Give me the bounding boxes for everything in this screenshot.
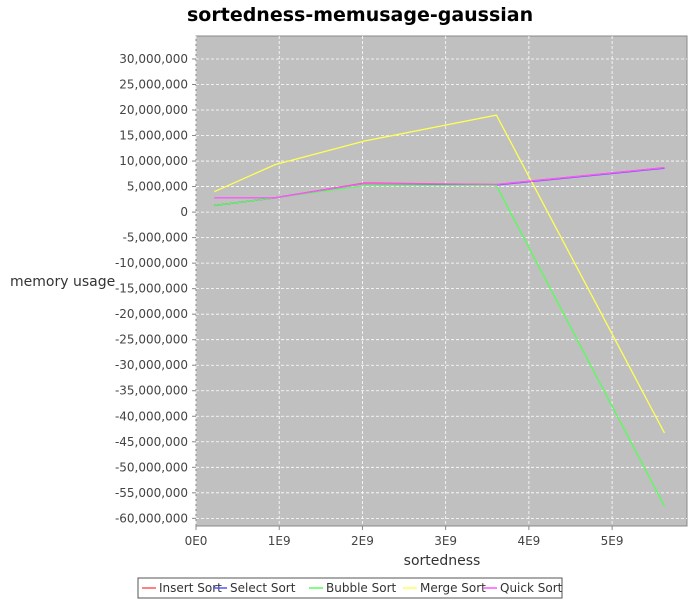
legend-label-select-sort: Select Sort (230, 581, 296, 595)
legend-label-bubble-sort: Bubble Sort (326, 581, 396, 595)
y-tick-label: 10,000,000 (119, 154, 188, 168)
x-tick-label: 1E9 (268, 534, 291, 548)
y-tick-label: -10,000,000 (115, 256, 188, 270)
y-tick-label: -25,000,000 (115, 333, 188, 347)
x-tick-label: 4E9 (517, 534, 540, 548)
y-tick-label: 5,000,000 (127, 180, 188, 194)
legend-box (137, 577, 563, 599)
y-tick-label: -15,000,000 (115, 282, 188, 296)
y-tick-label: -35,000,000 (115, 384, 188, 398)
series-line-merge-sort (214, 114, 666, 434)
legend-label-merge-sort: Merge Sort (420, 581, 486, 595)
y-tick-label: -55,000,000 (115, 486, 188, 500)
series-lines (214, 114, 666, 507)
y-tick-label: 15,000,000 (119, 129, 188, 143)
x-axis-ticks: 0E0 1E9 2E9 3E9 4E9 5E9 (185, 526, 624, 548)
y-tick-label: -50,000,000 (115, 460, 188, 474)
chart-title: sortedness-memusage-gaussian (187, 4, 533, 26)
series-line-quick-sort (214, 167, 665, 199)
grid-lines (195, 36, 687, 526)
y-tick-label: -30,000,000 (115, 358, 188, 372)
y-axis-title: memory usage (10, 274, 115, 290)
x-tick-label: 2E9 (351, 534, 374, 548)
x-tick-label: 5E9 (601, 534, 624, 548)
plot-area (195, 35, 688, 527)
y-tick-label: 25,000,000 (119, 77, 188, 91)
x-axis-title: sortedness (404, 553, 481, 569)
legend: Insert Sort Select Sort Bubble Sort Merge S… (137, 577, 563, 599)
y-tick-label: -5,000,000 (123, 231, 188, 245)
x-tick-label: 3E9 (434, 534, 457, 548)
y-tick-label: -40,000,000 (115, 409, 188, 423)
y-tick-label: -20,000,000 (115, 307, 188, 321)
y-tick-label: -60,000,000 (115, 511, 188, 525)
y-tick-label: -45,000,000 (115, 435, 188, 449)
x-tick-label: 0E0 (185, 534, 208, 548)
y-tick-label: 20,000,000 (119, 103, 188, 117)
series-line-bubble-sort (214, 184, 666, 507)
legend-label-insert-sort: Insert Sort (159, 581, 222, 595)
y-axis-ticks: 30,000,000 25,000,000 20,000,000 15,000,000… (115, 52, 196, 525)
y-tick-label: 30,000,000 (119, 52, 188, 66)
y-tick-label: 0 (180, 205, 188, 219)
legend-label-quick-sort: Quick Sort (500, 581, 563, 595)
